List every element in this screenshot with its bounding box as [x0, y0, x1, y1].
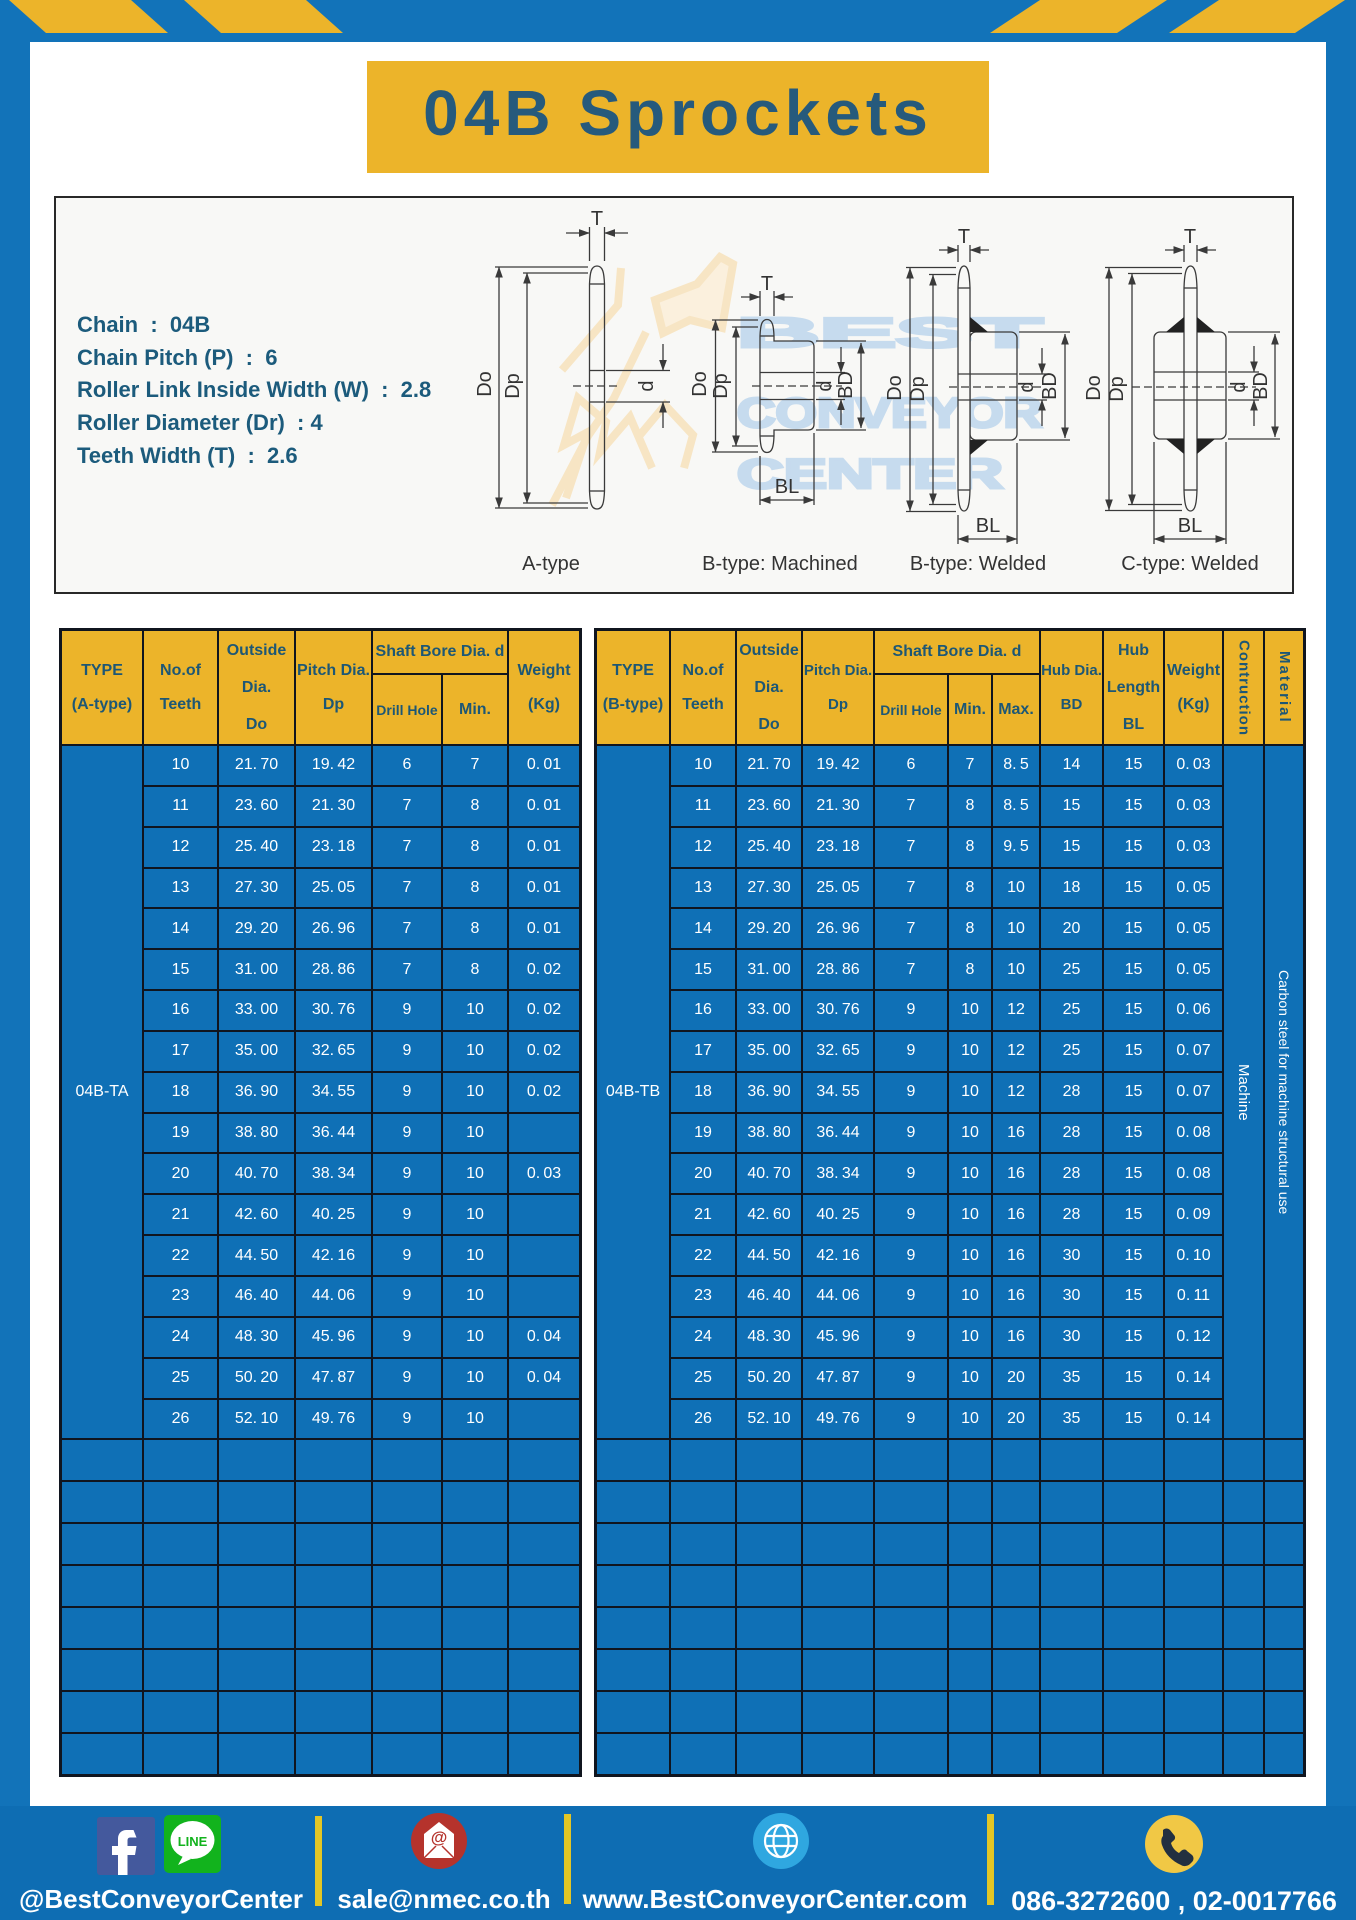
svg-text:@: @: [431, 1828, 448, 1847]
svg-text:C-type: Welded: C-type: Welded: [1121, 553, 1258, 575]
svg-text:BD: BD: [835, 371, 857, 399]
svg-text:BL: BL: [1178, 515, 1202, 537]
svg-text:Do: Do: [474, 371, 496, 397]
svg-text:Dp: Dp: [1106, 376, 1128, 402]
svg-text:T: T: [761, 273, 773, 295]
svg-text:BD: BD: [1039, 372, 1061, 400]
svg-text:B-type: Welded: B-type: Welded: [910, 553, 1046, 575]
svg-text:Do: Do: [884, 375, 906, 401]
svg-text:LINE: LINE: [178, 1834, 208, 1849]
svg-text:BEST: BEST: [737, 309, 1043, 356]
svg-text:d: d: [1228, 381, 1250, 392]
svg-text:d: d: [636, 380, 658, 391]
svg-text:Dp: Dp: [710, 373, 732, 399]
svg-text:Do: Do: [689, 371, 711, 397]
svg-text:d: d: [1016, 381, 1038, 392]
svg-text:T: T: [958, 226, 970, 248]
svg-text:CONVEYOR: CONVEYOR: [737, 389, 1042, 436]
svg-text:B-type: Machined: B-type: Machined: [702, 553, 858, 575]
svg-text:d: d: [814, 380, 836, 391]
svg-text:BL: BL: [775, 476, 799, 498]
svg-text:Do: Do: [1083, 375, 1105, 401]
svg-text:A-type: A-type: [522, 553, 580, 575]
svg-text:Dp: Dp: [907, 376, 929, 402]
svg-text:T: T: [591, 208, 603, 230]
svg-text:BD: BD: [1250, 372, 1272, 400]
svg-text:BL: BL: [976, 515, 1000, 537]
svg-text:Dp: Dp: [502, 373, 524, 399]
svg-text:T: T: [1184, 226, 1196, 248]
